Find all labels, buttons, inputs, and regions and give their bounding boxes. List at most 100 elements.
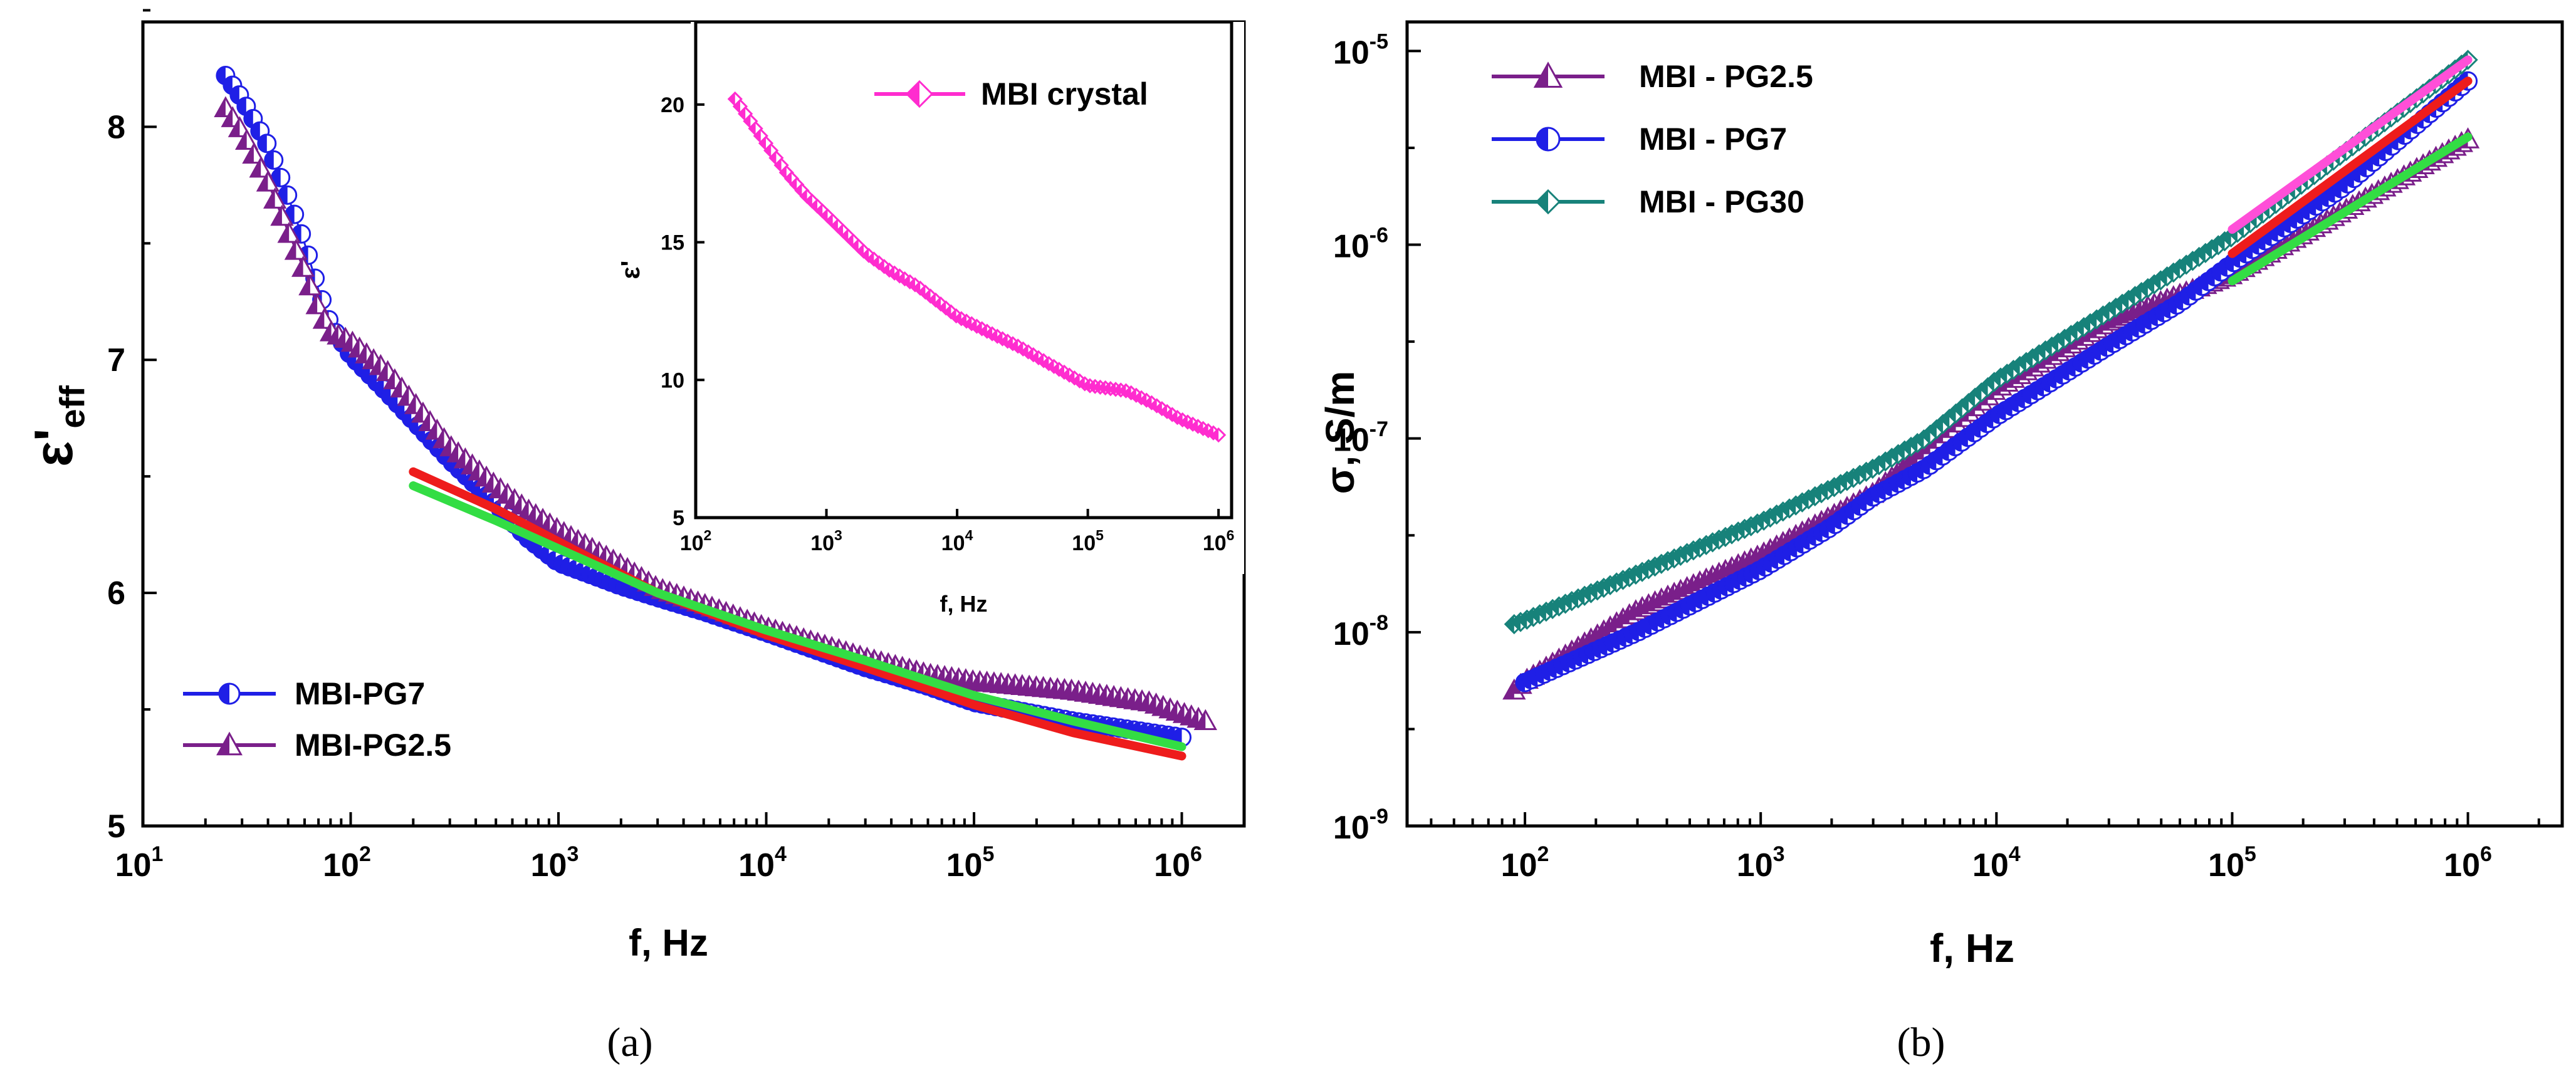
caption-b: (b) [1897,1020,1945,1065]
panel-a-point [235,128,259,150]
panel-a-point-fill [441,437,451,456]
panel-b-y-tick-label-exp: -5 [1369,30,1388,54]
panel-b-point-fill [1524,608,1534,626]
panel-a-y-axis-title-sub: eff [53,385,92,429]
panel-b-point-fill [1556,595,1566,613]
panel-a-point-fill [1054,679,1065,698]
panel-a-point-fill [293,258,303,276]
panel-b-point-fill [1742,517,1751,535]
panel-a-point-fill [419,412,431,431]
panel-b-x-tick-label-exp: 6 [2480,842,2492,866]
panel-a-point-fill [399,386,409,405]
panel-b-point-fill [1582,584,1591,602]
panel-a-point-fill [328,325,338,344]
inset-series-MBI crystal [727,91,1227,443]
inset-x-tick-label-base: 10 [680,531,704,555]
panel-b-x-tick-label-exp: 5 [2244,842,2256,866]
panel-a-x-axis-title: f, Hz [629,922,708,964]
panel-b-legend: MBI - PG2.5 MBI - PG7 MBI - PG30 [1492,59,1813,219]
panel-a-point-fill [434,429,444,447]
panel-a-point-fill [553,523,564,541]
panel-b-point-fill [1678,544,1687,562]
panel-a-point-fill [575,535,585,553]
panel-a-point-fill [963,671,973,690]
inset-point-fill [728,93,735,106]
inset-y-tick-label: 10 [661,368,684,392]
panel-a-point-fill [511,495,522,514]
panel-b-x-tick-label: 102 [1501,842,1549,884]
panel-a-point-fill [525,505,536,523]
panel-a-point [291,256,315,277]
panel-a-point [277,221,301,243]
panel-b-point-fill [1729,523,1739,541]
panel-a-point [216,66,236,86]
legend-marker-fill [219,684,229,704]
panel-a-x-tick-label-exp: 3 [567,842,579,866]
panel-b-point-fill [1691,538,1700,556]
legend-marker [216,731,243,756]
panel-b-point-fill [1614,571,1623,589]
inset-frame [694,20,1233,520]
panel-a-x-tick-label-base: 10 [946,847,983,884]
panel-a-point-fill [251,158,261,177]
panel-a-x-tick-label-base: 10 [531,847,567,884]
panel-a-y-tick-label: 5 [107,808,125,845]
panel-b-point-fill [1658,552,1668,570]
panel-a-point-fill [490,479,501,498]
panel-b-y-tick-label-exp: -8 [1369,611,1388,635]
panel-b-point-fill [1504,680,1514,699]
inset-point-fill [800,190,807,203]
panel-a-point [270,204,294,226]
panel-a-point-fill [223,108,233,127]
panel-b-y-tick-label-exp: -7 [1369,417,1388,441]
panel-a-point-fill [215,98,226,117]
inset-point-fill [754,129,761,142]
panel-b-point-fill [1569,589,1578,607]
panel-a-point [298,274,322,296]
panel-a-x-tick-label: 103 [531,842,579,884]
panel-b-y-tick-label-exp: -9 [1369,805,1388,828]
inset-point-fill [1207,426,1213,439]
inset-y-tick-label: 5 [673,506,684,530]
panel-a-x-tick-label-base: 10 [1154,847,1190,884]
panel-a-point-fill [264,151,274,169]
panel-a-point-fill [1026,677,1037,696]
inset-point-fill [1078,377,1085,390]
inset-point-fill [1114,384,1121,397]
panel-a-point-fill [1012,676,1022,694]
panel-a-point-fill [286,241,296,259]
panel-a-x-tick-label-exp: 5 [982,842,994,866]
inset-y-tick-label: 15 [661,231,684,255]
panel-b-point-fill [1748,514,1757,533]
legend-marker [1535,189,1561,215]
inset-point-fill [780,166,787,179]
panel-b-point-fill [1697,536,1707,554]
panel-b-series-fit-red [2228,76,2473,258]
inset-point-fill [1083,379,1090,392]
panel-a-point-fill [448,443,459,462]
panel-a-point-fill [1188,708,1199,727]
panel-b-y-tick-label: 10-5 [1333,30,1388,71]
panel-b-series-MBI - PG30 [1504,50,2478,635]
panel-a-point [249,156,273,178]
inset-point-fill [852,239,859,253]
panel-a-point-fill [307,295,318,313]
panel-a-point-fill [540,514,550,533]
panel-b-y-tick-label-base: 10 [1333,616,1369,652]
panel-a-point-fill [356,344,367,363]
panel-a-point-fill [364,350,374,368]
panel-b-x-tick-label-base: 10 [2444,847,2480,884]
panel-b-point-fill [1576,587,1585,605]
panel-b-point-fill [1704,533,1713,551]
panel-b-x-tick-label: 104 [1972,842,2021,884]
inset-point-fill [739,107,746,120]
panel-a-point-fill [236,130,247,149]
inset-x-tick-label-exp: 5 [1096,527,1104,543]
panel-a-y-tick-label: 6 [107,575,125,612]
panel-b-point-fill [1665,550,1675,568]
panel-b-series-fit-magenta [2228,55,2473,234]
panel-a-point-fill [1005,675,1015,694]
panel-a-point-fill [1089,684,1100,703]
inset-point-fill [1089,380,1096,393]
panel-a-point-fill [258,172,268,191]
